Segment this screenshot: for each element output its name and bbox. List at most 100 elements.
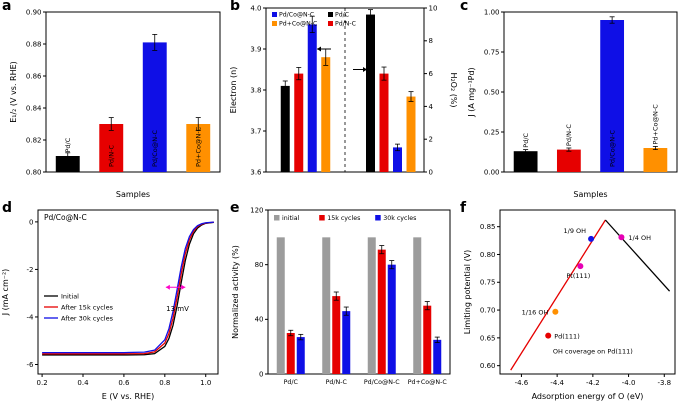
svg-text:Pd/C: Pd/C <box>335 12 349 19</box>
svg-text:1/16 OH: 1/16 OH <box>522 309 549 317</box>
svg-text:0.80: 0.80 <box>26 168 42 176</box>
svg-text:0: 0 <box>429 168 433 176</box>
svg-text:Normalized activity (%): Normalized activity (%) <box>231 245 240 339</box>
svg-text:80: 80 <box>255 261 264 269</box>
svg-text:Pt(111): Pt(111) <box>566 272 590 280</box>
svg-text:Pd/Co@N-C: Pd/Co@N-C <box>151 130 159 167</box>
svg-text:0.6: 0.6 <box>118 379 130 387</box>
svg-text:0.70: 0.70 <box>480 306 496 314</box>
svg-text:0.00: 0.00 <box>484 168 500 176</box>
svg-text:13 mV: 13 mV <box>166 305 189 313</box>
svg-text:0.2: 0.2 <box>37 379 48 387</box>
svg-text:0.90: 0.90 <box>26 8 42 16</box>
svg-text:1/4 OH: 1/4 OH <box>628 234 651 242</box>
svg-text:0.80: 0.80 <box>480 251 496 259</box>
svg-text:Limiting potential (V): Limiting potential (V) <box>463 250 472 335</box>
svg-text:0.8: 0.8 <box>159 379 170 387</box>
panel-label-b: b <box>230 0 241 14</box>
panel-a: a 0.80 0.82 0.84 0.86 0.88 0.90 E₁/₂ (V vs. RH… <box>0 0 228 202</box>
svg-text:Pd/N-C: Pd/N-C <box>335 21 356 28</box>
svg-text:0.82: 0.82 <box>26 136 42 144</box>
svg-text:2: 2 <box>429 136 433 144</box>
svg-text:Pd+Co@N-C: Pd+Co@N-C <box>195 126 203 167</box>
svg-text:-6: -6 <box>27 361 35 369</box>
svg-text:0.65: 0.65 <box>480 334 496 342</box>
svg-text:H₂O₂ (%): H₂O₂ (%) <box>449 72 458 107</box>
svg-text:0.4: 0.4 <box>77 379 89 387</box>
panel-d: d 0 -2 -4 -6 J (mA cm⁻²) 0.2 0.4 0.6 0.8 1.0 E (V … <box>0 200 228 406</box>
svg-text:0.60: 0.60 <box>480 362 496 370</box>
svg-text:0.84: 0.84 <box>26 104 42 112</box>
svg-text:0.75: 0.75 <box>480 279 496 287</box>
svg-text:1.00: 1.00 <box>484 8 500 16</box>
panel-label-c: c <box>460 0 469 14</box>
svg-text:Pd/C: Pd/C <box>284 379 299 386</box>
svg-text:OH coverage on Pd(111): OH coverage on Pd(111) <box>553 347 633 355</box>
chart-mass-activity: 0.00 0.25 0.50 0.75 1.00 J (A mg⁻¹Pd) Samples P… <box>467 8 678 199</box>
svg-text:0: 0 <box>259 370 263 378</box>
chart-electron-h2o2: 3.6 3.7 3.8 3.9 4.0 Electron (n) 0 2 4 6 8 10 H₂O₂ (… <box>229 4 458 176</box>
svg-text:0.75: 0.75 <box>484 48 500 56</box>
svg-text:-2: -2 <box>27 266 34 274</box>
svg-text:Pd/Co@N-C: Pd/Co@N-C <box>279 11 314 19</box>
svg-text:-4.0: -4.0 <box>622 379 636 387</box>
chart-halfwave-potential: 0.80 0.82 0.84 0.86 0.88 0.90 E₁/₂ (V vs. RHE)… <box>9 8 221 199</box>
svg-text:6: 6 <box>429 70 434 78</box>
chart-lsv-durability: 0 -2 -4 -6 J (mA cm⁻²) 0.2 0.4 0.6 0.8 1.0 E (V vs… <box>1 209 219 401</box>
svg-text:-4.2: -4.2 <box>586 379 600 387</box>
svg-text:0.88: 0.88 <box>26 40 42 48</box>
svg-text:4.0: 4.0 <box>250 4 261 12</box>
panel-e: e 0 40 80 120 Normalized activity (%) Pd/C Pd/… <box>228 200 458 406</box>
panel-b: b 3.6 3.7 3.8 3.9 4.0 Electron (n) 0 2 4 6 8 10 H₂O₂… <box>228 0 458 202</box>
svg-text:Pd/Co@N-C: Pd/Co@N-C <box>44 213 87 222</box>
svg-text:Pd+Co@N-C: Pd+Co@N-C <box>279 20 317 28</box>
svg-text:-4.4: -4.4 <box>550 379 564 387</box>
svg-text:10: 10 <box>429 4 438 12</box>
svg-text:Pd(111): Pd(111) <box>554 333 580 341</box>
svg-text:Initial: Initial <box>61 293 79 301</box>
panel-label-a: a <box>2 0 12 14</box>
svg-text:0.86: 0.86 <box>26 72 42 80</box>
svg-text:3.9: 3.9 <box>250 45 261 53</box>
svg-text:Electron (n): Electron (n) <box>229 67 238 114</box>
svg-text:Adsorption energy of O (eV): Adsorption energy of O (eV) <box>532 392 644 401</box>
chart-normalized-activity: 0 40 80 120 Normalized activity (%) Pd/C Pd/N-… <box>231 206 451 386</box>
svg-text:8: 8 <box>429 37 433 45</box>
svg-text:Pd/Co@N-C: Pd/Co@N-C <box>364 378 400 386</box>
panel-c: c 0.00 0.25 0.50 0.75 1.00 J (A mg⁻¹Pd) Sample… <box>458 0 685 202</box>
svg-text:After 30k cycles: After 30k cycles <box>61 315 114 323</box>
svg-text:1.0: 1.0 <box>200 379 211 387</box>
svg-text:E₁/₂ (V vs. RHE): E₁/₂ (V vs. RHE) <box>9 61 18 123</box>
svg-text:30k cycles: 30k cycles <box>383 215 416 222</box>
svg-text:4: 4 <box>429 103 434 111</box>
svg-text:0.85: 0.85 <box>480 223 496 231</box>
svg-text:3.6: 3.6 <box>250 168 262 176</box>
svg-text:-3.8: -3.8 <box>657 379 671 387</box>
svg-text:Pd/N-C: Pd/N-C <box>108 145 116 167</box>
svg-text:40: 40 <box>255 316 264 324</box>
svg-text:J (A mg⁻¹Pd): J (A mg⁻¹Pd) <box>467 67 476 117</box>
svg-text:Pd/N-C: Pd/N-C <box>326 379 348 386</box>
svg-text:0.25: 0.25 <box>484 128 500 136</box>
svg-text:Pd/C: Pd/C <box>64 137 72 152</box>
svg-text:0: 0 <box>29 218 33 226</box>
panel-label-e: e <box>230 200 240 216</box>
svg-text:After 15k cycles: After 15k cycles <box>61 304 114 312</box>
svg-text:0.50: 0.50 <box>484 88 500 96</box>
chart-volcano-plot: 0.60 0.65 0.70 0.75 0.80 0.85 Limiting potenti… <box>463 209 676 401</box>
svg-text:15k cycles: 15k cycles <box>327 215 360 222</box>
svg-text:Samples: Samples <box>116 190 150 199</box>
svg-text:J (mA cm⁻²): J (mA cm⁻²) <box>1 269 10 317</box>
svg-text:Pd+Co@N-C: Pd+Co@N-C <box>652 104 660 145</box>
svg-text:Pd/Co@N-C: Pd/Co@N-C <box>608 130 616 167</box>
svg-text:1/9 OH: 1/9 OH <box>564 227 587 235</box>
panel-label-d: d <box>2 200 13 216</box>
svg-text:3.8: 3.8 <box>250 86 261 94</box>
svg-text:Pd/C: Pd/C <box>522 132 530 147</box>
panel-label-f: f <box>460 200 467 216</box>
svg-text:-4: -4 <box>27 313 35 321</box>
svg-text:Samples: Samples <box>573 190 607 199</box>
svg-text:Pd/N-C: Pd/N-C <box>565 124 573 146</box>
svg-text:-4.6: -4.6 <box>515 379 529 387</box>
